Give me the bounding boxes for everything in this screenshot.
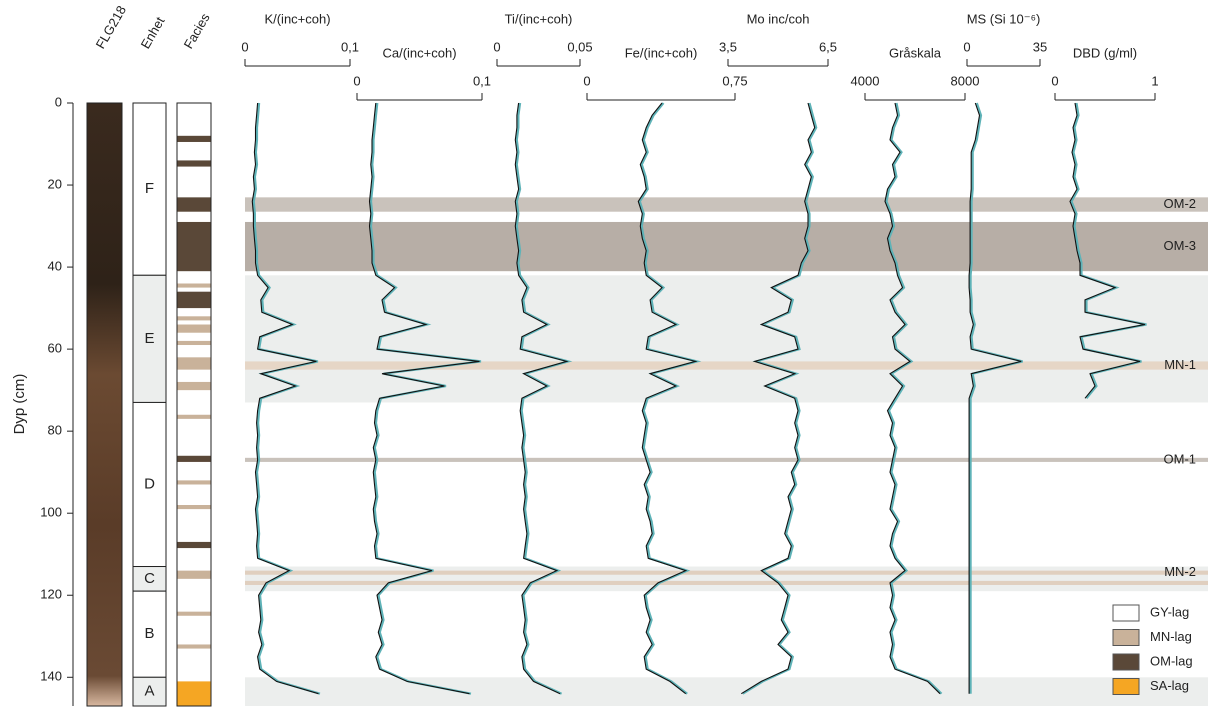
core-label: FLG218 [93,3,129,51]
y-axis-label: Dyp (cm) [11,374,28,435]
facies-layer [177,197,211,211]
legend-swatch [1113,630,1139,646]
facies-layer [177,681,211,706]
band [245,571,1208,575]
x-tick-label: 0,05 [567,39,592,54]
facies-layer [177,415,211,419]
units-title: Enhet [138,14,168,51]
x-tick-label: 0,75 [722,73,747,88]
band-label: OM-2 [1164,196,1197,211]
facies-layer [177,571,211,579]
y-tick-label: 40 [48,259,62,274]
band [245,677,1208,706]
legend-swatch [1113,605,1139,621]
legend-swatch [1113,679,1139,695]
panel-title: K/(inc+coh) [264,11,330,26]
y-tick-label: 20 [48,176,62,191]
facies-layer [177,542,211,548]
panel-title: Gråskala [889,45,942,60]
facies-layer [177,341,211,345]
y-tick-label: 80 [48,423,62,438]
unit-label: C [144,570,155,587]
facies-layer [177,505,211,509]
x-tick-label: 6,5 [819,39,837,54]
bands [245,197,1208,706]
y-tick-label: 140 [40,669,62,684]
band-label: MN-1 [1164,357,1196,372]
band-label: MN-2 [1164,564,1196,579]
y-tick-label: 100 [40,505,62,520]
facies-title: Facies [181,10,213,51]
facies-layer [177,325,211,333]
unit-label: E [144,330,154,347]
band [245,567,1208,592]
facies-layer [177,283,211,287]
x-tick-label: 0 [583,73,590,88]
band [245,458,1208,462]
figure: FLG218 Enhet Facies Dyp (cm) OM-2 OM-3 MN-… [0,0,1208,716]
unit-label: A [144,683,154,700]
panel-title: Ti/(inc+coh) [505,11,573,26]
x-tick-label: 8000 [951,73,980,88]
facies-layer [177,292,211,308]
facies-layer [177,316,211,320]
x-tick-label: 3,5 [719,39,737,54]
y-tick-label: 0 [55,94,62,109]
x-tick-label: 0 [353,73,360,88]
unit-label: B [144,625,154,642]
x-tick-label: 0,1 [473,73,491,88]
facies-layer [177,480,211,484]
legend-label: SA-lag [1150,678,1189,693]
legend-swatch [1113,654,1139,670]
x-tick-label: 0 [493,39,500,54]
x-tick-label: 4000 [851,73,880,88]
x-tick-label: 35 [1033,39,1047,54]
facies-layer [177,382,211,390]
y-tick-label: 120 [40,587,62,602]
facies-layer [177,136,211,142]
panel-title: MS (Si 10⁻⁶) [967,11,1041,26]
legend-label: OM-lag [1150,653,1193,668]
band-label: OM-1 [1164,451,1197,466]
x-tick-label: 0 [963,39,970,54]
unit-label: D [144,475,155,492]
band-label: OM-3 [1164,238,1197,253]
facies-layer [177,160,211,166]
band [245,222,1208,271]
core-photo [87,103,122,706]
panel-title: DBD (g/ml) [1073,45,1137,60]
facies-layer [177,612,211,616]
panel-title: Ca/(inc+coh) [382,45,456,60]
x-tick-label: 0 [1051,73,1058,88]
band [245,197,1208,211]
y-tick-label: 60 [48,341,62,356]
facies-layer [177,456,211,462]
panel-title: Mo inc/coh [747,11,810,26]
panel-title: Fe/(inc+coh) [625,45,698,60]
legend-label: MN-lag [1150,629,1192,644]
facies-layer [177,222,211,271]
x-tick-label: 0 [241,39,248,54]
x-tick-label: 1 [1151,73,1158,88]
facies-layer [177,357,211,369]
facies-layer [177,644,211,648]
x-tick-label: 0,1 [341,39,359,54]
unit-label: F [145,180,154,197]
band [245,361,1208,369]
legend-label: GY-lag [1150,604,1189,619]
